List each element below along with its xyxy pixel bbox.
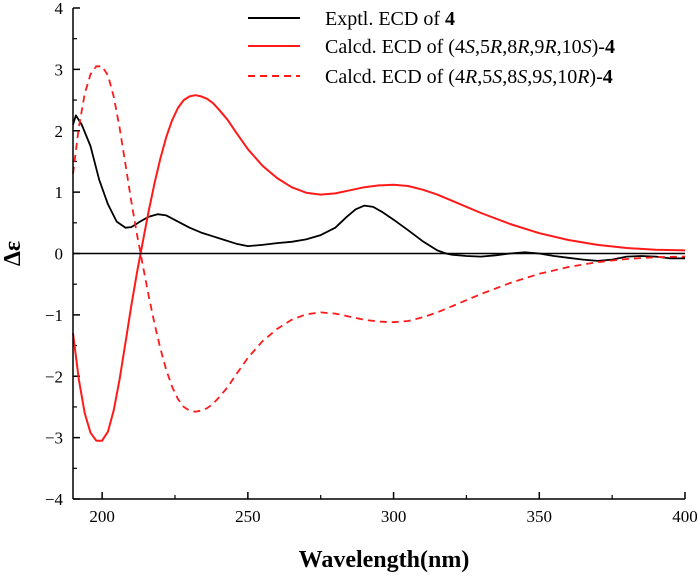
- legend-label-part: Exptl. ECD of: [325, 8, 445, 30]
- legend-label-3: Calcd. ECD of (4R,5S,8S,9S,10R)-4: [325, 66, 613, 88]
- legend-label-part: S: [465, 36, 475, 58]
- legend-label-part: Calcd. ECD of (4: [325, 66, 465, 88]
- y-tick-label: 3: [55, 60, 64, 79]
- tick-label-layer: 4 3 2 1 0 −1 −2 −3 −4 200 250 300 350 400: [45, 0, 698, 526]
- legend-label-part: 4: [605, 36, 615, 58]
- legend-label-part: S: [492, 66, 502, 88]
- legend-label-part: S: [582, 36, 592, 58]
- y-tick-label: 1: [55, 183, 64, 202]
- legend-label-part: ,9: [529, 36, 544, 58]
- y-tick-label: −1: [45, 306, 63, 325]
- legend-label-part: 4: [603, 66, 613, 88]
- legend-label-part: R: [576, 66, 589, 88]
- legend-label-part: ,10: [557, 36, 582, 58]
- legend-label-part: )-: [592, 36, 605, 58]
- x-tick-label: 400: [672, 507, 698, 526]
- y-tick-label: −2: [45, 367, 63, 386]
- y-axis-title: Δε: [0, 241, 26, 266]
- legend-label-part: S: [542, 66, 552, 88]
- legend-label-part: Calcd. ECD of (4: [325, 36, 465, 58]
- legend-label-part: )-: [589, 66, 602, 88]
- legend-label-part: 4: [445, 8, 455, 30]
- legend-label-1: Exptl. ECD of 4: [325, 8, 455, 30]
- legend-label-part: S: [517, 66, 527, 88]
- x-tick-label: 200: [89, 507, 115, 526]
- legend-label-part: ,5: [477, 66, 492, 88]
- legend-label-part: R: [489, 36, 502, 58]
- legend-label-part: ,8: [502, 66, 517, 88]
- series-line-3: [72, 65, 686, 413]
- legend-label-part: R: [543, 36, 556, 58]
- y-tick-label: 2: [55, 122, 64, 141]
- legend-label-part: R: [516, 36, 529, 58]
- legend-label-part: ,10: [552, 66, 577, 88]
- legend-label-part: ,9: [527, 66, 542, 88]
- y-tick-label: 0: [55, 245, 64, 264]
- legend-label-part: ,8: [502, 36, 517, 58]
- x-tick-label: 300: [381, 507, 407, 526]
- legend-label-2: Calcd. ECD of (4S,5R,8R,9R,10S)-4: [325, 36, 615, 58]
- x-axis-title: Wavelength(nm): [299, 547, 470, 573]
- legend-label-part: R: [464, 66, 477, 88]
- x-tick-label: 250: [235, 507, 261, 526]
- y-tick-label: 4: [55, 0, 64, 18]
- series-layer: [72, 65, 686, 442]
- series-line-1: [72, 114, 685, 262]
- y-tick-label: −3: [45, 429, 63, 448]
- y-tick-label: −4: [45, 490, 64, 509]
- x-tick-label: 350: [527, 507, 553, 526]
- series-line-2: [72, 94, 686, 442]
- legend-label-part: ,5: [475, 36, 490, 58]
